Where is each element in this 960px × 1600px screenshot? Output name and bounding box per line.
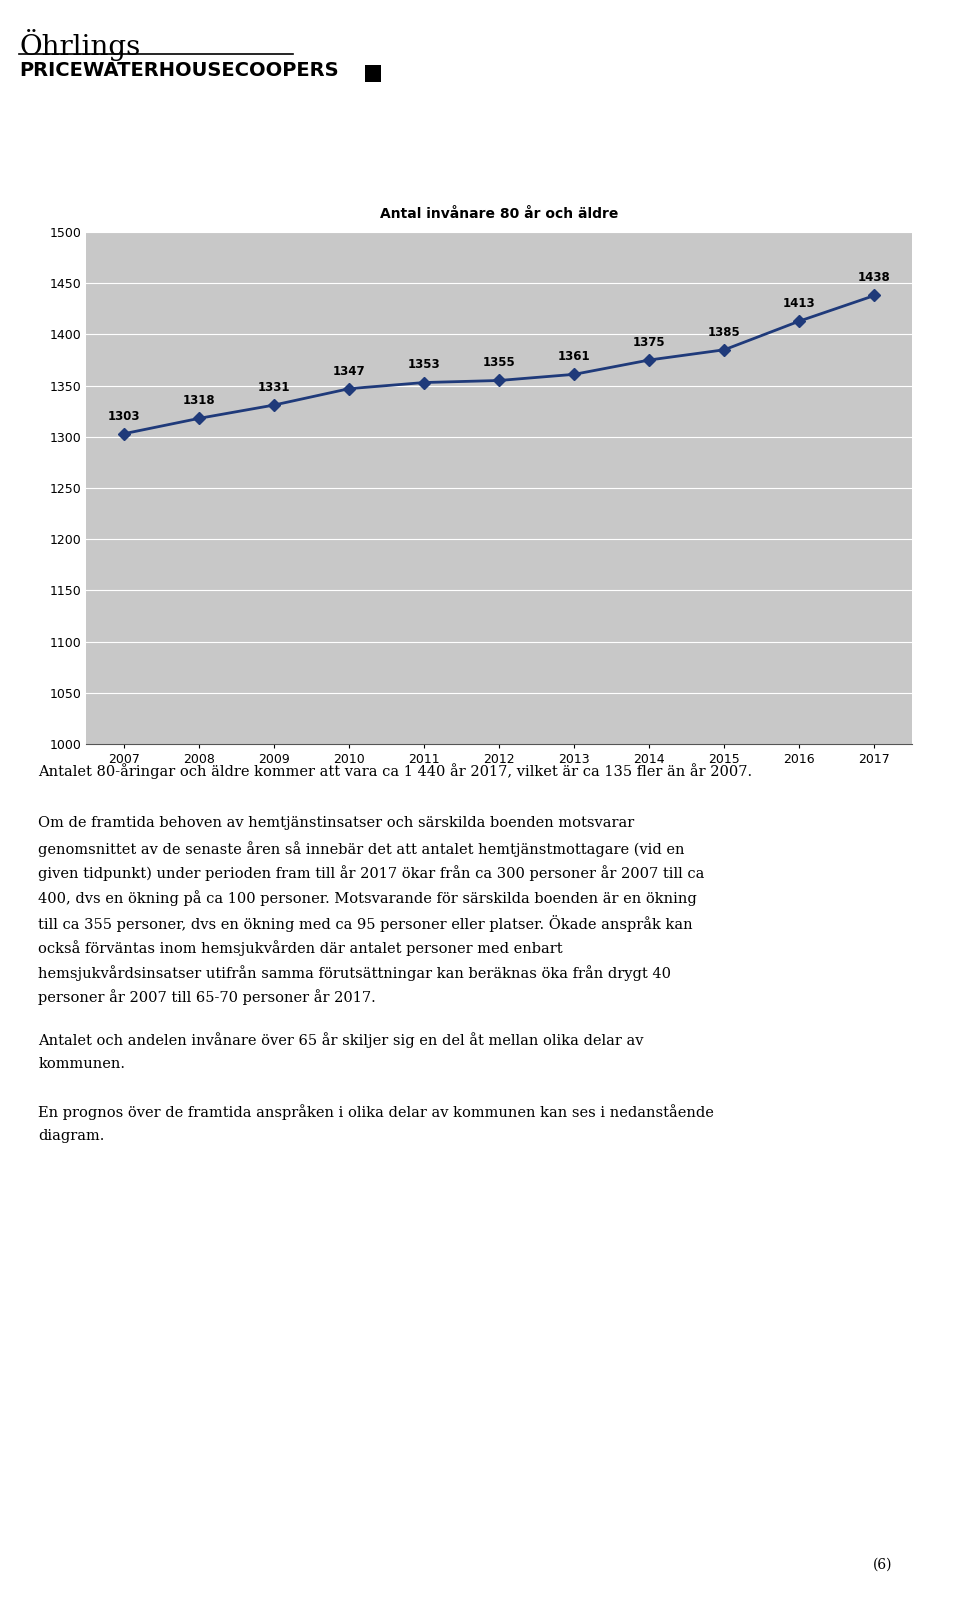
Text: Antalet 80-åringar och äldre kommer att vara ca 1 440 år 2017, vilket är ca 135 : Antalet 80-åringar och äldre kommer att … — [38, 763, 753, 779]
Text: också förväntas inom hemsjukvården där antalet personer med enbart: också förväntas inom hemsjukvården där a… — [38, 939, 563, 955]
Text: 1347: 1347 — [333, 365, 366, 378]
Text: En prognos över de framtida anspråken i olika delar av kommunen kan ses i nedans: En prognos över de framtida anspråken i … — [38, 1104, 714, 1120]
Text: kommunen.: kommunen. — [38, 1058, 126, 1070]
Text: PRICEWATERHOUSECOOPERS: PRICEWATERHOUSECOOPERS — [19, 61, 339, 80]
Text: Antalet och andelen invånare över 65 år skiljer sig en del åt mellan olika delar: Antalet och andelen invånare över 65 år … — [38, 1032, 644, 1048]
Text: 1438: 1438 — [858, 272, 891, 285]
Text: 1413: 1413 — [783, 298, 816, 310]
Text: personer år 2007 till 65-70 personer år 2017.: personer år 2007 till 65-70 personer år … — [38, 989, 376, 1005]
Text: till ca 355 personer, dvs en ökning med ca 95 personer eller platser. Ökade ansp: till ca 355 personer, dvs en ökning med … — [38, 915, 693, 933]
Text: 1375: 1375 — [633, 336, 665, 349]
Text: 1318: 1318 — [182, 394, 215, 408]
Text: 1361: 1361 — [558, 350, 590, 363]
Text: Öhrlings: Öhrlings — [19, 29, 140, 61]
Text: genomsnittet av de senaste åren så innebär det att antalet hemtjänstmottagare (v: genomsnittet av de senaste åren så inneb… — [38, 842, 684, 856]
Text: Om de framtida behoven av hemtjänstinsatser och särskilda boenden motsvarar: Om de framtida behoven av hemtjänstinsat… — [38, 816, 635, 830]
Text: 1331: 1331 — [258, 381, 290, 394]
Text: given tidpunkt) under perioden fram till år 2017 ökar från ca 300 personer år 20: given tidpunkt) under perioden fram till… — [38, 866, 705, 882]
Text: (6): (6) — [874, 1557, 893, 1571]
Text: hemsjukvårdsinsatser utifrån samma förutsättningar kan beräknas öka från drygt 4: hemsjukvårdsinsatser utifrån samma förut… — [38, 965, 671, 981]
Text: 400, dvs en ökning på ca 100 personer. Motsvarande för särskilda boenden är en ö: 400, dvs en ökning på ca 100 personer. M… — [38, 890, 697, 906]
Text: 1353: 1353 — [408, 358, 441, 371]
Text: 1303: 1303 — [108, 410, 140, 422]
Text: diagram.: diagram. — [38, 1130, 105, 1142]
Text: 1355: 1355 — [483, 357, 516, 370]
Text: 1385: 1385 — [708, 326, 741, 339]
Title: Antal invånare 80 år och äldre: Antal invånare 80 år och äldre — [380, 206, 618, 221]
